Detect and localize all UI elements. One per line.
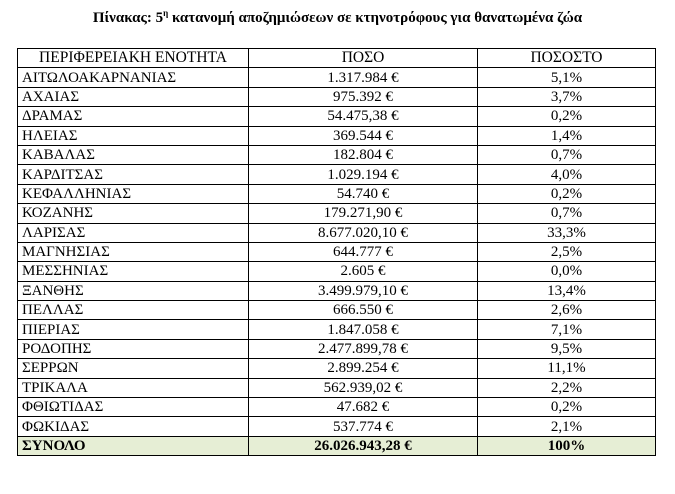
region-cell: ΛΑΡΙΣΑΣ — [17, 222, 249, 243]
percentage-cell: 9,5% — [477, 338, 656, 360]
region-cell: ΚΑΒΑΛΑΣ — [17, 144, 249, 166]
region-cell: ΠΕΛΛΑΣ — [17, 300, 249, 321]
amount-cell: 644.777 € — [248, 241, 478, 263]
region-cell: ΡΟΔΟΠΗΣ — [17, 338, 249, 360]
caption-superscript: η — [163, 8, 169, 18]
region-cell: ΑΧΑΙΑΣ — [17, 86, 249, 108]
amount-cell: 2.899.254 € — [248, 358, 478, 379]
table-row: ΣΕΡΡΩΝ 2.899.254 €11,1% — [17, 358, 656, 379]
percentage-cell: 7,1% — [477, 319, 656, 340]
total-percentage: 100% — [477, 435, 656, 457]
total-label: ΣΥΝΟΛΟ — [17, 435, 249, 457]
table-row: ΡΟΔΟΠΗΣ 2.477.899,78 €9,5% — [17, 338, 656, 360]
amount-cell: 2.605 € — [248, 261, 478, 282]
table-row: ΚΕΦΑΛΛΗΝΙΑΣ 54.740 €0,2% — [17, 183, 656, 205]
region-cell: ΔΡΑΜΑΣ — [17, 106, 249, 127]
percentage-cell: 0,2% — [477, 183, 656, 205]
percentage-cell: 0,2% — [477, 106, 656, 127]
table-row: ΠΙΕΡΙΑΣ 1.847.058 €7,1% — [17, 319, 656, 340]
percentage-cell: 0,7% — [477, 203, 656, 224]
table-row: ΠΕΛΛΑΣ 666.550 €2,6% — [17, 300, 656, 321]
table-body: ΑΙΤΩΛΟΑΚΑΡΝΑΝΙΑΣ 1.317.984 €5,1% ΑΧΑΙΑΣ 975… — [17, 67, 656, 437]
table-row: ΞΑΝΘΗΣ 3.499.979,10 €13,4% — [17, 280, 656, 302]
amount-cell: 1.029.194 € — [248, 164, 478, 185]
percentage-cell: 0,0% — [477, 261, 656, 282]
table-row: ΛΑΡΙΣΑΣ 8.677.020,10 €33,3% — [17, 222, 656, 243]
total-amount: 26.026.943,28 € — [248, 435, 478, 457]
region-cell: ΦΘΙΩΤΙΔΑΣ — [17, 397, 249, 418]
amount-cell: 1.847.058 € — [248, 319, 478, 340]
amount-cell: 562.939,02 € — [248, 377, 478, 399]
percentage-cell: 0,7% — [477, 144, 656, 166]
region-cell: ΦΩΚΙΔΑΣ — [17, 416, 249, 437]
amount-cell: 1.317.984 € — [248, 67, 478, 88]
amount-cell: 3.499.979,10 € — [248, 280, 478, 302]
region-cell: ΠΙΕΡΙΑΣ — [17, 319, 249, 340]
table-row: ΗΛΕΙΑΣ 369.544 €1,4% — [17, 125, 656, 146]
amount-cell: 47.682 € — [248, 397, 478, 418]
percentage-cell: 1,4% — [477, 125, 656, 146]
caption-suffix: κατανομή αποζημιώσεων σε κτηνοτρόφους γι… — [168, 10, 583, 26]
percentage-cell: 0,2% — [477, 397, 656, 418]
table-row: ΜΑΓΝΗΣΙΑΣ 644.777 €2,5% — [17, 241, 656, 263]
percentage-cell: 2,2% — [477, 377, 656, 399]
region-cell: ΑΙΤΩΛΟΑΚΑΡΝΑΝΙΑΣ — [17, 67, 249, 88]
compensation-table: ΠΕΡΙΦΕΡΕΙΑΚΗ ΕΝΟΤΗΤΑ ΠΟΣΟ ΠΟΣΟΣΤΟ ΑΙΤΩΛΟ… — [17, 47, 656, 457]
percentage-cell: 11,1% — [477, 358, 656, 379]
amount-cell: 8.677.020,10 € — [248, 222, 478, 243]
table-row: ΜΕΣΣΗΝΙΑΣ 2.605 €0,0% — [17, 261, 656, 282]
amount-cell: 537.774 € — [248, 416, 478, 437]
amount-cell: 179.271,90 € — [248, 203, 478, 224]
region-cell: ΤΡΙΚΑΛΑ — [17, 377, 249, 399]
region-cell: ΗΛΕΙΑΣ — [17, 125, 249, 146]
table-row: ΔΡΑΜΑΣ 54.475,38 €0,2% — [17, 106, 656, 127]
region-cell: ΣΕΡΡΩΝ — [17, 358, 249, 379]
table-row: ΚΑΒΑΛΑΣ 182.804 €0,7% — [17, 144, 656, 166]
header-percentage: ΠΟΣΟΣΤΟ — [477, 47, 656, 69]
percentage-cell: 33,3% — [477, 222, 656, 243]
header-row: ΠΕΡΙΦΕΡΕΙΑΚΗ ΕΝΟΤΗΤΑ ΠΟΣΟ ΠΟΣΟΣΤΟ — [17, 47, 656, 69]
percentage-cell: 2,6% — [477, 300, 656, 321]
amount-cell: 54.740 € — [248, 183, 478, 205]
table-row: ΦΘΙΩΤΙΔΑΣ 47.682 €0,2% — [17, 397, 656, 418]
table-row: ΤΡΙΚΑΛΑ 562.939,02 €2,2% — [17, 377, 656, 399]
amount-cell: 182.804 € — [248, 144, 478, 166]
percentage-cell: 13,4% — [477, 280, 656, 302]
table-row: ΦΩΚΙΔΑΣ 537.774 €2,1% — [17, 416, 656, 437]
amount-cell: 666.550 € — [248, 300, 478, 321]
caption-prefix: Πίνακας: 5 — [92, 10, 164, 26]
region-cell: ΜΕΣΣΗΝΙΑΣ — [17, 261, 249, 282]
percentage-cell: 3,7% — [477, 86, 656, 108]
region-cell: ΚΕΦΑΛΛΗΝΙΑΣ — [17, 183, 249, 205]
amount-cell: 2.477.899,78 € — [248, 338, 478, 360]
region-cell: ΜΑΓΝΗΣΙΑΣ — [17, 241, 249, 263]
table-row: ΚΑΡΔΙΤΣΑΣ 1.029.194 €4,0% — [17, 164, 656, 185]
region-cell: ΚΑΡΔΙΤΣΑΣ — [17, 164, 249, 185]
header-region: ΠΕΡΙΦΕΡΕΙΑΚΗ ΕΝΟΤΗΤΑ — [17, 47, 249, 69]
amount-cell: 975.392 € — [248, 86, 478, 108]
percentage-cell: 2,1% — [477, 416, 656, 437]
percentage-cell: 2,5% — [477, 241, 656, 263]
header-amount: ΠΟΣΟ — [248, 47, 478, 69]
table-row: ΑΧΑΙΑΣ 975.392 €3,7% — [17, 86, 656, 108]
total-row: ΣΥΝΟΛΟ 26.026.943,28 € 100% — [17, 435, 656, 457]
percentage-cell: 4,0% — [477, 164, 656, 185]
table-row: ΚΟΖΑΝΗΣ 179.271,90 €0,7% — [17, 203, 656, 224]
table-row: ΑΙΤΩΛΟΑΚΑΡΝΑΝΙΑΣ 1.317.984 €5,1% — [17, 67, 656, 88]
table-caption: Πίνακας: 5η κατανομή αποζημιώσεων σε κτη… — [0, 8, 675, 28]
region-cell: ΞΑΝΘΗΣ — [17, 280, 249, 302]
region-cell: ΚΟΖΑΝΗΣ — [17, 203, 249, 224]
percentage-cell: 5,1% — [477, 67, 656, 88]
amount-cell: 369.544 € — [248, 125, 478, 146]
amount-cell: 54.475,38 € — [248, 106, 478, 127]
